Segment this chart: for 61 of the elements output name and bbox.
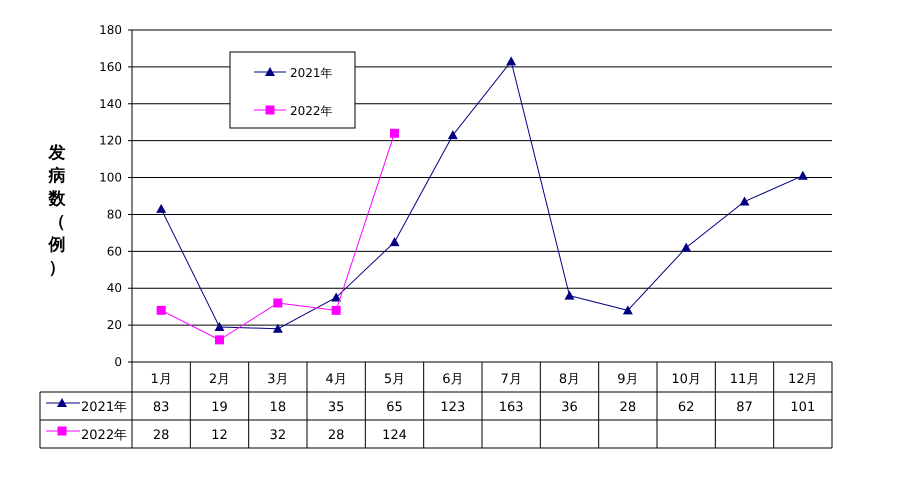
- x-tick-label: 12月: [788, 372, 818, 387]
- point: [272, 324, 283, 333]
- y-tick-label: 120: [99, 134, 122, 148]
- data-label: 12: [211, 428, 228, 443]
- point: [331, 292, 342, 302]
- data-label: 32: [270, 428, 286, 443]
- data-label: 83: [152, 400, 170, 415]
- point: [506, 56, 516, 66]
- data-label: 36: [561, 400, 578, 415]
- y-tick-label: 0: [114, 355, 122, 369]
- x-tick-label: 3月: [267, 372, 288, 387]
- data-label: 87: [736, 400, 753, 415]
- x-tick-label: 11月: [730, 372, 760, 387]
- data-label: 19: [211, 400, 228, 415]
- x-tick-label: 6月: [442, 372, 464, 387]
- data-label: 35: [328, 400, 344, 415]
- data-label: 28: [152, 428, 170, 443]
- data-label: 123: [440, 400, 466, 415]
- text: 2022年: [81, 428, 128, 443]
- y-axis-title: 发病数（例）: [48, 143, 66, 278]
- x-tick-label: 7月: [500, 372, 522, 387]
- data-label: 62: [678, 400, 694, 415]
- point: [332, 306, 341, 315]
- point: [798, 170, 808, 180]
- point: [681, 242, 692, 252]
- data-label: 101: [790, 400, 816, 415]
- data-label: 124: [382, 428, 407, 443]
- x-tick-label: 2月: [208, 372, 230, 387]
- legend-label: 2021年: [290, 66, 333, 80]
- point: [622, 305, 633, 314]
- point: [273, 298, 282, 308]
- point: [390, 128, 399, 138]
- point: [156, 204, 166, 213]
- y-tick-label: 60: [106, 244, 122, 258]
- text: 2021年: [81, 400, 128, 415]
- y-tick-label: 40: [106, 281, 122, 296]
- x-tick-label: 1月: [150, 372, 172, 387]
- x-tick-label: 4月: [326, 372, 347, 387]
- point: [156, 306, 166, 315]
- y-tick-label: 160: [99, 60, 122, 74]
- point: [390, 237, 400, 246]
- point: [214, 322, 224, 331]
- y-tick-label: 180: [99, 23, 122, 37]
- point: [564, 290, 574, 300]
- data-label: 28: [328, 428, 344, 443]
- x-tick-label: 8月: [558, 372, 580, 387]
- data-label: 18: [270, 400, 286, 415]
- data-label: 65: [386, 400, 403, 415]
- legend-label: 2022年: [290, 104, 333, 118]
- data-label: 28: [620, 400, 636, 415]
- x-tick-label: 10月: [671, 372, 701, 387]
- y-tick-label: 140: [99, 96, 122, 111]
- x-tick-label: 5月: [384, 372, 406, 387]
- y-tick-label: 80: [106, 207, 122, 222]
- point: [448, 130, 458, 140]
- data-label: 163: [498, 400, 524, 415]
- y-tick-label: 20: [106, 318, 122, 332]
- point: [215, 335, 224, 344]
- x-tick-label: 9月: [617, 372, 638, 387]
- y-tick-label: 100: [99, 170, 122, 185]
- point: [740, 196, 750, 206]
